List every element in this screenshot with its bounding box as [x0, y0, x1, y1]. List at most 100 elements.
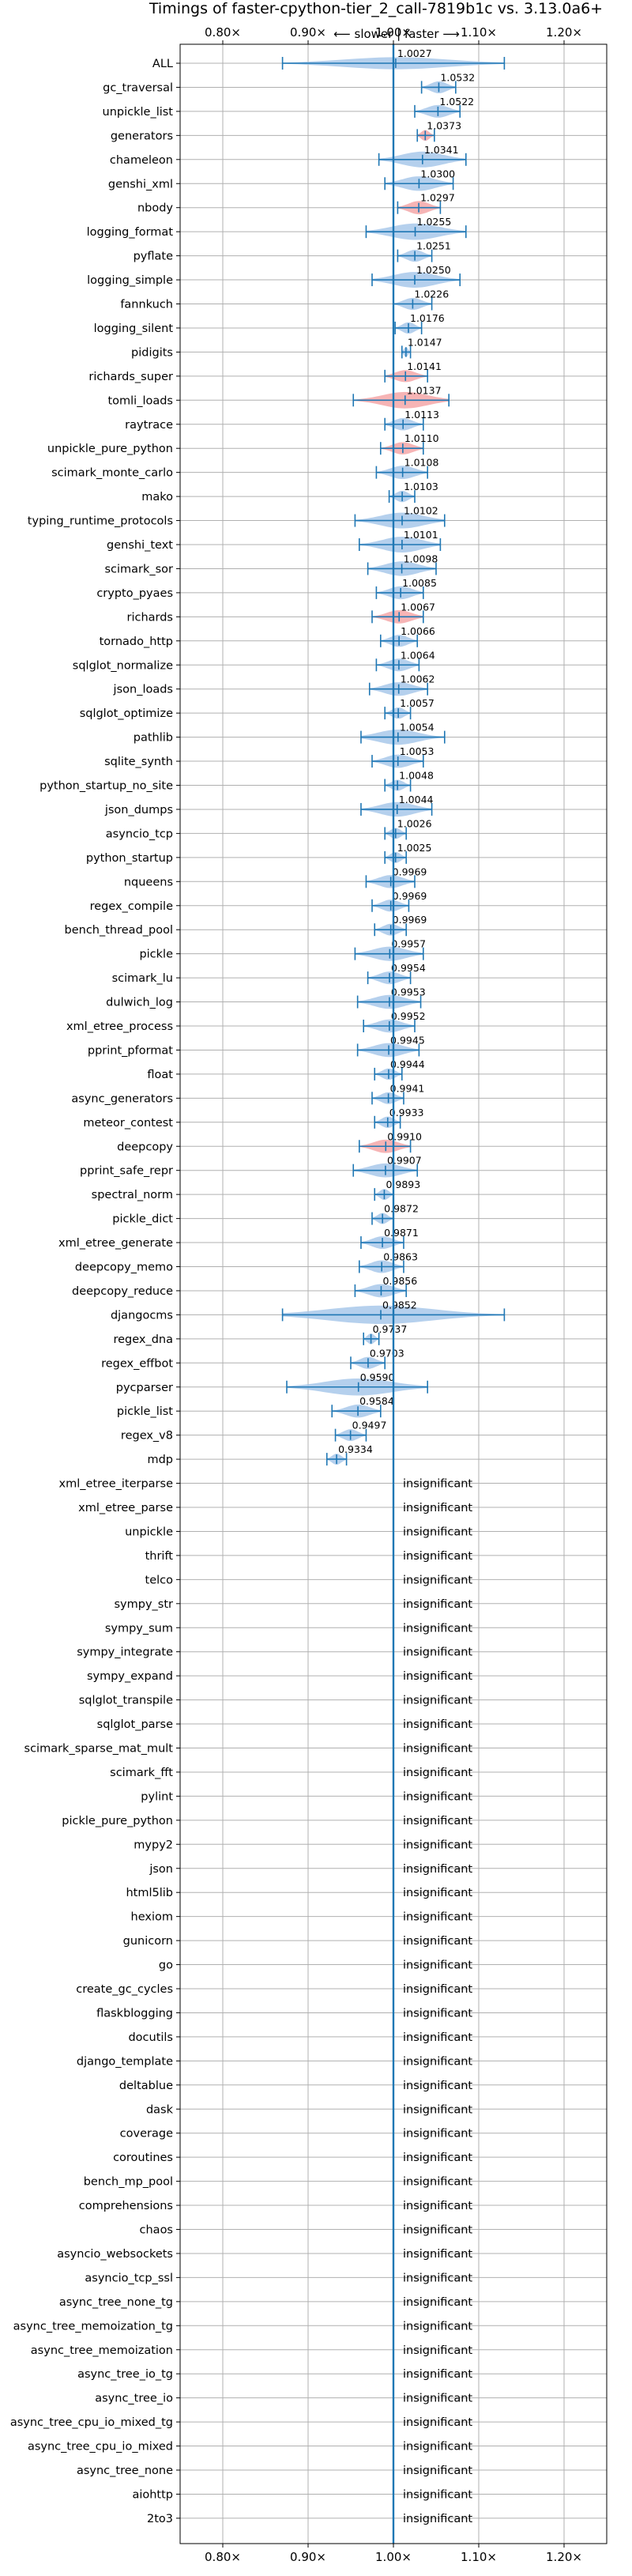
insignificant-label: insignificant — [403, 2007, 472, 2020]
category-label: xml_etree_parse — [78, 1502, 173, 1514]
category-label: deltablue — [119, 2080, 173, 2092]
x-tick-label-bottom: 1.20× — [546, 2550, 582, 2564]
insignificant-label: insignificant — [403, 2055, 472, 2068]
insignificant-label: insignificant — [403, 2248, 472, 2261]
value-label: 0.9590 — [360, 1371, 395, 1383]
category-label: mypy2 — [134, 1839, 173, 1851]
category-label: nbody — [137, 202, 173, 215]
category-label: json_loads — [113, 684, 173, 696]
insignificant-label: insignificant — [403, 1959, 472, 1972]
category-label: raytrace — [125, 419, 173, 432]
category-label: thrift — [145, 1550, 174, 1563]
insignificant-label: insignificant — [403, 1983, 472, 1996]
rows-layer: 1.0027 1.0532 1.0522 1.0373 1.0341 1.0300 1.02… — [281, 47, 506, 2525]
category-label: dask — [146, 2103, 174, 2116]
category-label: tomli_loads — [107, 394, 173, 407]
value-label: 0.9954 — [391, 962, 426, 974]
category-label: async_tree_io — [95, 2393, 173, 2405]
insignificant-label: insignificant — [403, 2128, 472, 2140]
category-label: logging_silent — [94, 322, 174, 335]
insignificant-label: insignificant — [403, 1935, 472, 1948]
category-label: scimark_monte_carlo — [51, 467, 173, 480]
category-label: xml_etree_generate — [58, 1237, 173, 1250]
value-label: 0.9856 — [382, 1275, 417, 1287]
x-tick-label-top: 0.90× — [290, 25, 326, 40]
value-label: 1.0048 — [399, 770, 434, 782]
x-tick-label-top: 1.00× — [375, 25, 412, 40]
value-label: 1.0067 — [401, 601, 435, 613]
category-label: async_tree_memoization_tg — [13, 2320, 173, 2333]
insignificant-label: insignificant — [403, 1550, 472, 1563]
value-label: 1.0026 — [397, 817, 432, 829]
category-label: typing_runtime_protocols — [28, 515, 173, 528]
category-label: async_tree_cpu_io_mixed — [28, 2441, 173, 2453]
category-label: sympy_sum — [105, 1622, 173, 1635]
category-label: regex_dna — [113, 1333, 173, 1346]
value-label: 1.0044 — [399, 794, 434, 805]
value-label: 1.0064 — [401, 649, 435, 661]
category-label: genshi_text — [107, 539, 173, 552]
insignificant-label: insignificant — [403, 2031, 472, 2044]
value-label: 1.0110 — [404, 432, 439, 444]
category-label: pylint — [141, 1790, 173, 1803]
category-label: asyncio_websockets — [57, 2248, 173, 2261]
category-label: asyncio_tcp_ssl — [85, 2272, 173, 2284]
category-label: fannkuch — [120, 299, 173, 311]
category-label: sympy_str — [115, 1598, 174, 1611]
value-label: 1.0251 — [416, 240, 451, 252]
category-label: tornado_http — [100, 636, 173, 648]
category-label: pyflate — [134, 251, 173, 263]
value-label: 1.0101 — [404, 529, 438, 541]
category-label: chaos — [140, 2224, 173, 2237]
x-tick-label-bottom: 1.00× — [375, 2550, 412, 2564]
category-label: bench_mp_pool — [84, 2176, 173, 2189]
value-label: 0.9737 — [373, 1323, 408, 1335]
category-label: coverage — [120, 2128, 173, 2140]
category-label: float — [147, 1069, 173, 1081]
x-tick-label-bottom: 0.90× — [290, 2550, 326, 2564]
insignificant-label: insignificant — [403, 1574, 472, 1586]
value-label: 1.0297 — [420, 192, 455, 204]
insignificant-label: insignificant — [403, 2368, 472, 2381]
insignificant-label: insignificant — [403, 1670, 472, 1683]
category-label: html5lib — [126, 1887, 173, 1899]
category-label: 2to3 — [147, 2513, 173, 2525]
value-label: 1.0025 — [397, 842, 432, 854]
value-label: 1.0532 — [440, 71, 475, 83]
category-label: genshi_xml — [108, 178, 173, 190]
category-label: deepcopy_memo — [75, 1262, 173, 1274]
insignificant-label: insignificant — [403, 2488, 472, 2501]
insignificant-label: insignificant — [403, 2465, 472, 2477]
category-label: docutils — [128, 2031, 173, 2044]
value-label: 1.0373 — [427, 119, 461, 131]
value-label: 0.9334 — [338, 1443, 373, 1455]
insignificant-label: insignificant — [403, 1718, 472, 1731]
category-label: spectral_norm — [92, 1189, 173, 1201]
value-label: 0.9952 — [391, 1010, 426, 1022]
category-label: create_gc_cycles — [76, 1983, 173, 1996]
insignificant-label: insignificant — [403, 2441, 472, 2453]
x-tick-label-bottom: 0.80× — [205, 2550, 241, 2564]
insignificant-label: insignificant — [403, 2416, 472, 2429]
value-label: 1.0250 — [416, 264, 451, 276]
category-label: pickle_list — [117, 1405, 173, 1418]
category-label: nqueens — [124, 876, 173, 888]
insignificant-label: insignificant — [403, 2344, 472, 2357]
insignificant-label: insignificant — [403, 1695, 472, 1707]
category-label: scimark_sor — [104, 563, 173, 575]
category-label: regex_effbot — [101, 1357, 173, 1370]
value-label: 1.0053 — [400, 745, 434, 757]
category-label: sqlglot_optimize — [80, 707, 173, 720]
value-label: 1.0054 — [400, 722, 434, 734]
value-label: 1.0255 — [417, 216, 452, 228]
value-label: 0.9941 — [390, 1082, 425, 1094]
category-label: telco — [145, 1574, 174, 1586]
category-label: unpickle_pure_python — [47, 443, 173, 455]
value-label: 1.0341 — [424, 144, 459, 156]
category-label: python_startup — [86, 852, 173, 865]
category-label: deepcopy — [117, 1141, 173, 1153]
plot-frame — [179, 43, 608, 2544]
category-label: go — [159, 1959, 173, 1972]
category-label: async_tree_cpu_io_mixed_tg — [10, 2416, 173, 2429]
